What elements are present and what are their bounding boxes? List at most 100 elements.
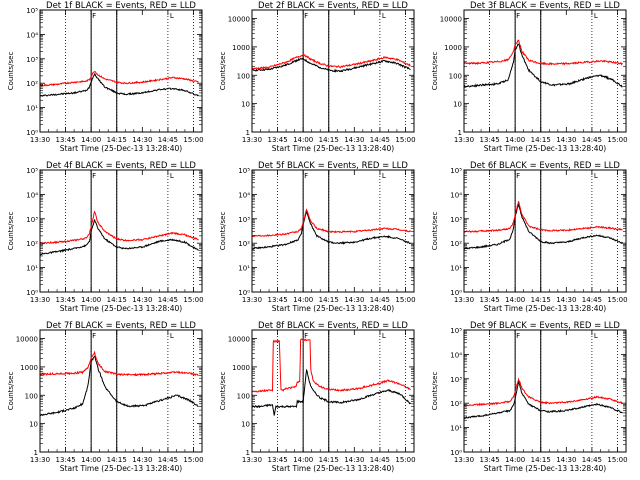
y-tick-label: 10²: [238, 240, 250, 248]
panel-title: Det 2f BLACK = Events, RED = LLD: [258, 1, 408, 11]
y-tick-label: 10⁵: [450, 327, 462, 335]
y-tick-label: 10000: [228, 336, 250, 344]
plot-frame: [463, 9, 627, 133]
y-tick-label: 10³: [450, 216, 462, 224]
y-tick-label: 10⁴: [238, 191, 250, 199]
y-tick-label: 1000: [232, 364, 250, 372]
y-tick-label: 10: [241, 101, 250, 109]
flare-end-marker: L: [382, 12, 386, 20]
x-axis-label: Start Time (25-Dec-13 13:28:40): [484, 304, 606, 313]
y-tick-label: 10¹: [238, 265, 250, 273]
x-tick-label: 14:15: [319, 296, 339, 304]
y-tick-label: 10⁵: [238, 167, 250, 175]
x-tick-label: 14:15: [531, 296, 551, 304]
y-tick-label: 10⁴: [26, 31, 38, 39]
x-axis-label: Start Time (25-Dec-13 13:28:40): [60, 464, 182, 473]
y-tick-label: 10: [241, 421, 250, 429]
x-tick-label: 13:45: [479, 136, 499, 144]
x-tick-label: 14:00: [293, 136, 313, 144]
flare-end-marker: L: [594, 332, 598, 340]
y-tick-label: 1000: [20, 364, 38, 372]
x-tick-label: 14:30: [132, 136, 152, 144]
y-tick-label: 10000: [16, 336, 38, 344]
y-tick-label: 100: [237, 392, 250, 400]
x-tick-label: 14:15: [107, 136, 127, 144]
x-tick-label: 13:30: [242, 136, 262, 144]
flare-start-marker: F: [92, 332, 96, 340]
x-tick-label: 14:00: [505, 456, 525, 464]
x-tick-label: 13:30: [454, 296, 474, 304]
flare-start-marker: F: [304, 332, 308, 340]
x-tick-label: 13:45: [267, 296, 287, 304]
panel-title: Det 7f BLACK = Events, RED = LLD: [46, 321, 196, 331]
plot-frame: [39, 329, 203, 453]
x-tick-label: 15:00: [607, 296, 627, 304]
y-tick-label: 10²: [450, 240, 462, 248]
x-tick-label: 13:30: [242, 456, 262, 464]
x-tick-label: 13:30: [30, 456, 50, 464]
y-tick-label: 10¹: [26, 105, 38, 113]
x-tick-label: 15:00: [183, 136, 203, 144]
x-tick-label: 14:30: [556, 136, 576, 144]
y-tick-label: 10¹: [450, 265, 462, 273]
flare-start-marker: F: [92, 172, 96, 180]
series-line-lld: [251, 208, 412, 238]
y-tick-label: 10¹: [450, 425, 462, 433]
y-axis-label: Counts/sec: [7, 52, 15, 91]
x-tick-label: 14:00: [81, 296, 101, 304]
x-tick-label: 15:00: [183, 456, 203, 464]
y-tick-label: 10⁴: [450, 351, 462, 359]
x-tick-label: 14:30: [344, 456, 364, 464]
series-line-events: [463, 43, 623, 89]
flare-end-marker: L: [594, 12, 598, 20]
y-tick-label: 10²: [26, 80, 38, 88]
x-tick-label: 14:00: [505, 136, 525, 144]
plot-frame: [251, 329, 415, 453]
y-tick-label: 1: [246, 449, 250, 457]
x-tick-label: 14:00: [505, 296, 525, 304]
x-axis-label: Start Time (25-Dec-13 13:28:40): [60, 304, 182, 313]
panel-title: Det 6f BLACK = Events, RED = LLD: [470, 161, 620, 171]
y-tick-label: 1: [246, 129, 250, 137]
y-tick-label: 10³: [450, 376, 462, 384]
y-axis-label: Counts/sec: [219, 372, 227, 411]
x-tick-label: 13:30: [454, 456, 474, 464]
plot-frame: [251, 169, 415, 293]
x-tick-label: 14:45: [370, 136, 390, 144]
x-tick-label: 13:45: [55, 136, 75, 144]
series-line-lld: [251, 54, 411, 71]
x-tick-label: 14:30: [344, 136, 364, 144]
x-tick-label: 14:45: [370, 296, 390, 304]
series-line-events: [251, 368, 412, 416]
flare-start-marker: F: [304, 172, 308, 180]
y-tick-label: 10⁵: [450, 167, 462, 175]
series-line-events: [251, 57, 411, 73]
y-tick-label: 10¹: [26, 265, 38, 273]
panel-title: Det 8f BLACK = Events, RED = LLD: [258, 321, 408, 331]
y-tick-label: 10⁵: [26, 7, 38, 15]
series-line-events: [39, 355, 199, 417]
panel-title: Det 9f BLACK = Events, RED = LLD: [470, 321, 620, 331]
series-line-lld: [39, 210, 199, 245]
series-line-lld: [463, 201, 623, 233]
panel-title: Det 1f BLACK = Events, RED = LLD: [46, 1, 196, 11]
x-axis-label: Start Time (25-Dec-13 13:28:40): [484, 464, 606, 473]
x-tick-label: 14:15: [531, 136, 551, 144]
y-tick-label: 1: [458, 129, 462, 137]
flare-end-marker: L: [594, 172, 598, 180]
flare-start-marker: F: [516, 172, 520, 180]
y-tick-label: 10²: [26, 240, 38, 248]
flare-end-marker: L: [382, 332, 386, 340]
x-tick-label: 14:00: [81, 456, 101, 464]
y-tick-label: 10⁰: [26, 289, 38, 297]
y-axis-label: Counts/sec: [7, 212, 15, 251]
x-tick-label: 14:30: [556, 456, 576, 464]
series-line-lld: [463, 377, 623, 407]
x-axis-label: Start Time (25-Dec-13 13:28:40): [272, 304, 394, 313]
